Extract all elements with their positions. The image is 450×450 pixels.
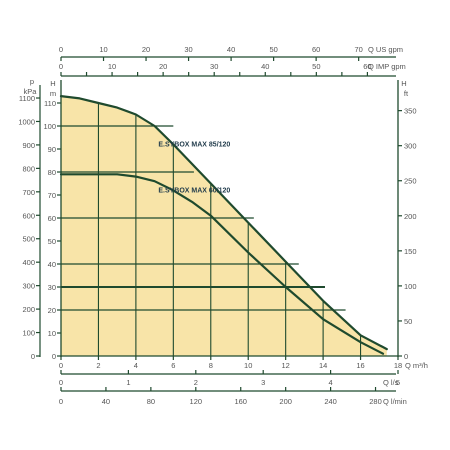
y-kpa-tick-label: 100 [22, 329, 35, 338]
x-main-unit-label: Q m³/h [405, 361, 428, 370]
curve-label-85-120: E.SYBOX MAX 85/120 [158, 142, 230, 149]
x-lmin-tick-label: 240 [324, 397, 337, 406]
y-m-tick-label: 20 [48, 306, 56, 315]
y-kpa-tick-label: 1000 [18, 117, 35, 126]
x-lmin-tick-label: 40 [102, 397, 110, 406]
x-main-tick-label: 6 [171, 361, 175, 370]
y-m-tick-label: 70 [48, 191, 56, 200]
y-ft-unit-label-top: H [401, 79, 406, 88]
x-main-tick-label: 14 [319, 361, 327, 370]
tick-labels: 0 2 4 6 8 10 12 14 16 18 Q m³/h0 10 20 30 40 50 60 70 Q US… [18, 45, 428, 406]
y-ft-tick-label: 100 [404, 282, 417, 291]
x-main-tick-label: 12 [281, 361, 289, 370]
x-main-tick-label: 4 [134, 361, 138, 370]
x-imp-gpm-tick-label: 0 [59, 62, 63, 71]
x-imp-gpm-tick-label: 60 [363, 62, 371, 71]
x-main-tick-label: 10 [244, 361, 252, 370]
x-imp-gpm-unit-label: Q IMP gpm [368, 62, 406, 71]
x-imp-gpm-tick-label: 30 [210, 62, 218, 71]
y-ft-unit-label-bottom: ft [404, 89, 409, 98]
x-imp-gpm-tick-label: 20 [159, 62, 167, 71]
x-us-gpm-tick-label: 30 [184, 45, 192, 54]
curve-label-60-120: E.SYBOX MAX 60/120 [158, 188, 230, 195]
y-m-unit-label-top: H [50, 79, 55, 88]
x-us-gpm-tick-label: 20 [142, 45, 150, 54]
x-ls-tick-label: 2 [194, 378, 198, 387]
performance-curves [59, 95, 388, 355]
y-m-tick-label: 0 [52, 352, 56, 361]
x-main-tick-label: 8 [209, 361, 213, 370]
y-kpa-unit-label-top: p [30, 77, 34, 86]
y-ft-tick-label: 300 [404, 142, 417, 151]
y-m-unit-label-bottom: m [50, 89, 56, 98]
y-m-tick-label: 40 [48, 260, 56, 269]
annotations: E.SYBOX MAX 85/120 E.SYBOX MAX 60/120 [158, 142, 230, 195]
x-lmin-unit-label: Q l/min [383, 397, 407, 406]
x-lmin-tick-label: 160 [234, 397, 247, 406]
x-us-gpm-tick-label: 10 [99, 45, 107, 54]
x-us-gpm-unit-label: Q US gpm [368, 45, 403, 54]
y-m-tick-label: 110 [44, 99, 56, 108]
x-lmin-tick-label: 80 [147, 397, 155, 406]
x-us-gpm-tick-label: 0 [59, 45, 63, 54]
y-kpa-tick-label: 700 [22, 188, 35, 197]
y-kpa-tick-label: 200 [22, 305, 35, 314]
y-kpa-tick-label: 300 [22, 282, 35, 291]
x-lmin-tick-label: 120 [190, 397, 203, 406]
x-lmin-tick-label: 280 [369, 397, 382, 406]
y-kpa-tick-label: 0 [31, 352, 35, 361]
x-us-gpm-tick-label: 70 [354, 45, 362, 54]
x-us-gpm-tick-label: 40 [227, 45, 235, 54]
y-ft-tick-label: 250 [404, 177, 417, 186]
y-kpa-tick-label: 500 [22, 235, 35, 244]
x-us-gpm-tick-label: 60 [312, 45, 320, 54]
x-imp-gpm-tick-label: 50 [312, 62, 320, 71]
x-main-tick-label: 18 [394, 361, 402, 370]
y-m-tick-label: 10 [48, 329, 56, 338]
x-ls-tick-label: 5 [396, 378, 400, 387]
y-kpa-tick-label: 900 [22, 141, 35, 150]
x-ls-tick-label: 3 [261, 378, 265, 387]
y-m-tick-label: 50 [48, 237, 56, 246]
x-ls-tick-label: 1 [126, 378, 130, 387]
y-kpa-tick-label: 600 [22, 211, 35, 220]
x-ls-unit-label: Q l/s [383, 378, 399, 387]
envelope-fill [61, 96, 387, 356]
y-ft-tick-label: 50 [404, 317, 412, 326]
x-imp-gpm-tick-label: 10 [108, 62, 116, 71]
x-main-tick-label: 16 [356, 361, 364, 370]
x-lmin-tick-label: 200 [279, 397, 292, 406]
x-lmin-tick-label: 0 [59, 397, 63, 406]
y-m-tick-label: 30 [48, 283, 56, 292]
y-m-tick-label: 90 [48, 145, 56, 154]
x-us-gpm-tick-label: 50 [269, 45, 277, 54]
y-kpa-tick-label: 1100 [19, 94, 35, 103]
y-kpa-tick-label: 400 [22, 258, 35, 267]
x-ls-tick-label: 4 [329, 378, 333, 387]
x-imp-gpm-tick-label: 40 [261, 62, 269, 71]
operating-envelope [61, 96, 387, 356]
y-kpa-unit-label-bottom: kPa [24, 87, 38, 96]
y-ft-tick-label: 200 [404, 212, 417, 221]
x-main-tick-label: 0 [59, 361, 63, 370]
y-ft-tick-label: 0 [404, 352, 408, 361]
x-ls-tick-label: 0 [59, 378, 63, 387]
y-m-tick-label: 60 [48, 214, 56, 223]
curve-60-120 [59, 173, 385, 355]
y-m-tick-label: 100 [43, 122, 56, 131]
tick-marks [36, 57, 402, 391]
x-main-tick-label: 2 [96, 361, 100, 370]
y-ft-tick-label: 350 [404, 107, 417, 116]
curve-85-120 [59, 95, 388, 351]
y-ft-tick-label: 150 [404, 247, 417, 256]
y-kpa-tick-label: 800 [22, 164, 35, 173]
y-m-tick-label: 80 [48, 168, 56, 177]
